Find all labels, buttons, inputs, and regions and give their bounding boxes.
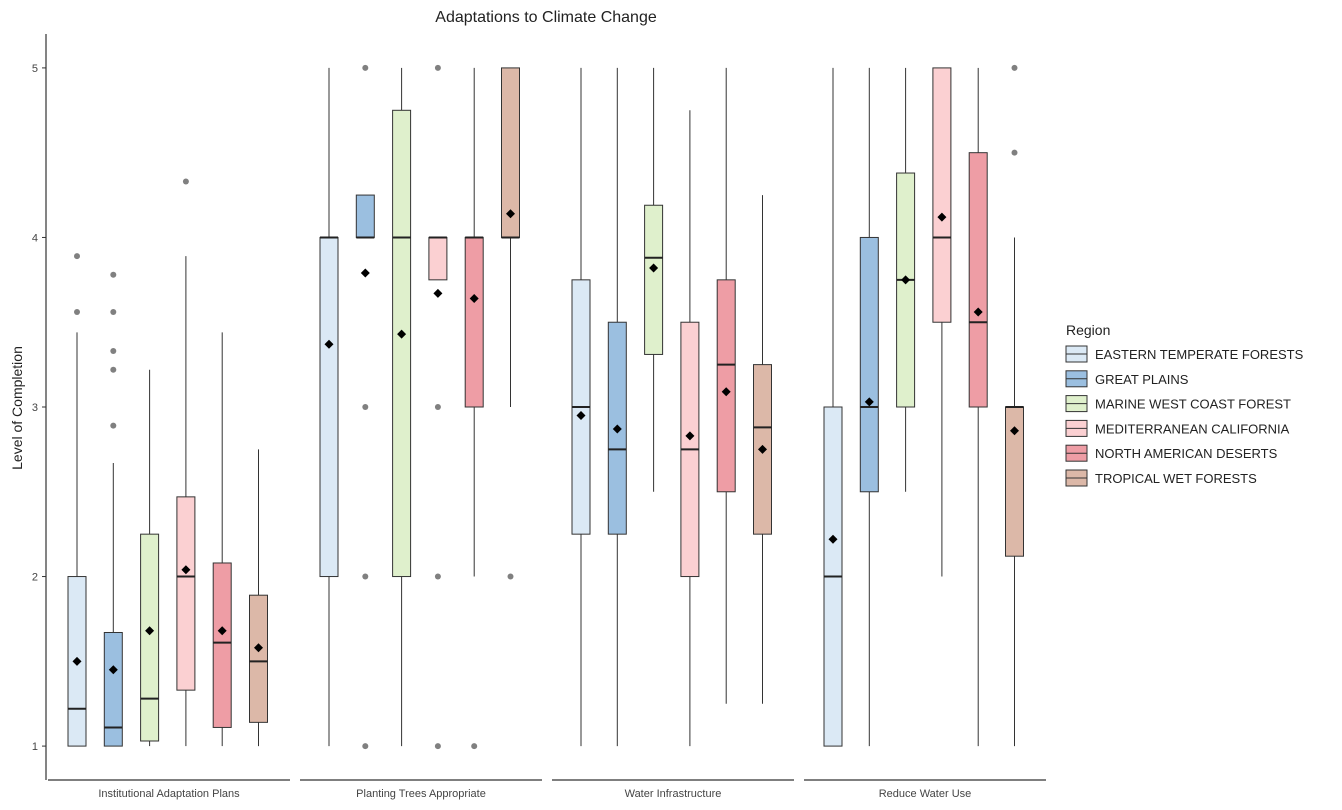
x-category-label: Institutional Adaptation Plans xyxy=(98,788,240,800)
y-tick-label: 4 xyxy=(32,232,38,244)
legend-item: TROPICAL WET FORESTS xyxy=(1065,469,1257,487)
box xyxy=(464,236,484,408)
outlier-point xyxy=(110,366,117,373)
mean-marker xyxy=(254,643,263,653)
mean-marker xyxy=(145,626,155,636)
outlier-point xyxy=(362,64,369,71)
mean-marker xyxy=(181,565,191,575)
box xyxy=(716,279,736,493)
y-tick-label: 2 xyxy=(32,572,38,584)
box xyxy=(859,236,879,493)
plot-area: 1 2 3 4 5 Institutional Adaptation Plans Plant… xyxy=(32,34,1046,800)
box xyxy=(103,631,123,747)
mean-marker xyxy=(901,275,911,285)
box xyxy=(392,109,412,578)
mean-marker xyxy=(864,397,874,407)
outlier-point xyxy=(362,573,369,580)
y-tick-label: 5 xyxy=(32,63,38,75)
legend-item: NORTH AMERICAN DESERTS xyxy=(1065,444,1278,462)
mean-marker xyxy=(324,339,334,349)
outlier-point xyxy=(434,404,441,410)
box xyxy=(428,236,448,281)
mean-marker xyxy=(721,387,731,397)
mean-marker xyxy=(576,410,586,420)
box xyxy=(140,533,160,742)
x-category-label: Water Infrastructure xyxy=(625,788,722,800)
mean-marker xyxy=(506,209,515,219)
legend-title: Region xyxy=(1066,322,1110,338)
mean-marker xyxy=(433,288,443,298)
mean-marker xyxy=(937,212,947,222)
y-tick-label: 1 xyxy=(32,741,38,753)
x-category-label: Reduce Water Use xyxy=(879,788,972,800)
box xyxy=(176,496,196,691)
x-category-label: Planting Trees Appropriate xyxy=(356,788,486,800)
outlier-point xyxy=(471,743,478,750)
outlier-point xyxy=(434,64,441,71)
chart-title: Adaptations to Climate Change xyxy=(435,9,657,26)
box xyxy=(212,562,232,728)
box xyxy=(249,594,268,723)
outlier-point xyxy=(110,309,117,316)
outlier-point xyxy=(362,404,369,410)
outlier-point xyxy=(1011,149,1018,156)
box xyxy=(644,204,664,355)
outlier-point xyxy=(182,178,189,185)
legend-item: GREAT PLAINS xyxy=(1065,370,1189,388)
legend-item: MEDITERRANEAN CALIFORNIA xyxy=(1065,419,1290,437)
outlier-point xyxy=(110,271,117,278)
mean-marker xyxy=(360,268,370,278)
mean-marker xyxy=(1010,426,1019,436)
mean-marker xyxy=(217,626,227,636)
mean-marker xyxy=(685,431,695,441)
box xyxy=(355,194,375,238)
box xyxy=(896,172,916,408)
mean-marker xyxy=(828,534,838,544)
outlier-point xyxy=(110,422,117,429)
legend-label: MEDITERRANEAN CALIFORNIA xyxy=(1095,421,1290,436)
outlier-point xyxy=(110,348,117,355)
box xyxy=(968,152,988,408)
mean-marker xyxy=(612,424,622,434)
legend-label: EASTERN TEMPERATE FORESTS xyxy=(1095,347,1304,362)
y-axis-label: Level of Completion xyxy=(9,346,25,470)
mean-marker xyxy=(973,307,983,317)
box xyxy=(319,236,339,578)
mean-marker xyxy=(108,665,118,675)
outlier-point xyxy=(1011,64,1018,71)
outlier-point xyxy=(74,309,80,316)
legend-label: NORTH AMERICAN DESERTS xyxy=(1095,446,1278,461)
mean-marker xyxy=(397,329,407,339)
y-tick-label: 3 xyxy=(32,402,38,414)
outlier-point xyxy=(434,573,441,580)
outlier-point xyxy=(74,253,80,260)
outlier-point xyxy=(507,573,514,580)
legend: EASTERN TEMPERATE FORESTS GREAT PLAINS MAR… xyxy=(1065,345,1304,487)
legend-label: MARINE WEST COAST FOREST xyxy=(1095,397,1291,412)
outlier-point xyxy=(434,743,441,750)
legend-item: EASTERN TEMPERATE FORESTS xyxy=(1065,345,1304,363)
legend-label: TROPICAL WET FORESTS xyxy=(1095,471,1257,486)
mean-marker xyxy=(72,656,82,666)
mean-marker xyxy=(758,444,767,454)
box xyxy=(932,67,952,323)
mean-marker xyxy=(469,293,479,303)
mean-marker xyxy=(649,263,659,273)
outlier-point xyxy=(362,743,369,750)
legend-label: GREAT PLAINS xyxy=(1095,372,1189,387)
legend-item: MARINE WEST COAST FOREST xyxy=(1065,395,1291,413)
